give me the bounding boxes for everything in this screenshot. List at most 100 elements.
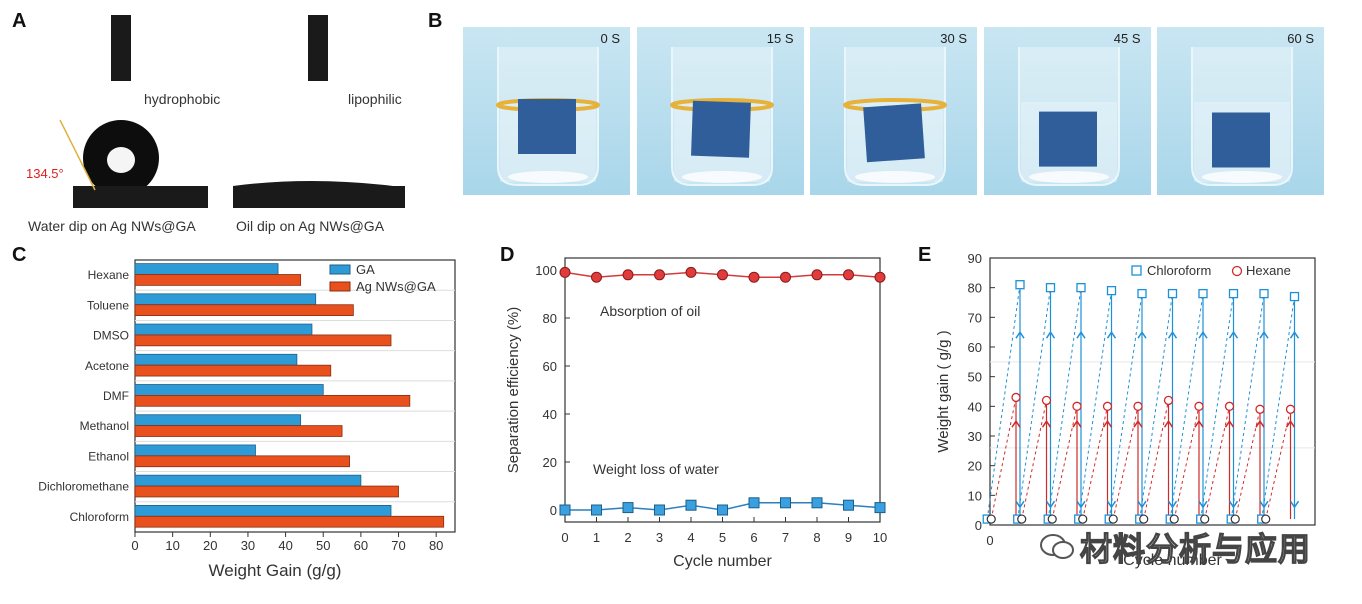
caption-oil-dip: Oil dip on Ag NWs@GA <box>236 218 385 234</box>
chloroform-rise <box>1078 290 1112 520</box>
y-tick-label: 90 <box>968 251 982 266</box>
beaker-frame: 60 S <box>1157 27 1324 195</box>
hexane-low <box>1261 514 1271 524</box>
chloroform-arrow <box>1137 330 1147 339</box>
hexane-rise <box>1082 406 1108 520</box>
x-tick-label: 60 <box>354 538 368 553</box>
x-axis-label: Weight Gain (g/g) <box>209 561 342 580</box>
beaker-drawing <box>496 47 600 186</box>
point-water <box>811 497 823 509</box>
fall-arrow <box>1045 500 1056 509</box>
label-lipophilic: lipophilic <box>348 91 402 107</box>
time-label: 60 S <box>1287 31 1314 46</box>
bar-agnws <box>134 394 411 407</box>
wechat-icon <box>1040 533 1074 561</box>
y-tick-label: 20 <box>543 455 557 470</box>
x-tick-label: 0 <box>986 533 993 548</box>
chart-d: 0 20 40 60 80 100 0 1 2 3 4 5 6 7 8 9 10 Absorption of oi… <box>505 257 887 570</box>
x-tick-label: 70 <box>391 538 405 553</box>
chloroform-peak <box>1228 288 1239 299</box>
chloroform-arrow <box>1106 330 1117 339</box>
x-tick-label: 0 <box>131 538 138 553</box>
y-tick-label: 30 <box>968 429 982 444</box>
plot-frame <box>564 257 881 523</box>
hexane-low <box>1047 514 1057 524</box>
hexane-low <box>1108 514 1118 524</box>
fall-arrow <box>1198 500 1208 509</box>
x-tick-label: 6 <box>750 530 757 545</box>
point-water <box>591 504 602 516</box>
point-oil <box>591 271 602 283</box>
x-tick-label: 30 <box>241 538 255 553</box>
bar-agnws <box>134 515 445 528</box>
hexane-low <box>1017 514 1027 524</box>
fall-arrow <box>1137 500 1147 509</box>
chart-c: Hexane Toluene DMSO Acetone DMF Methanol Ethan… <box>38 259 456 580</box>
beaker-base-glow <box>681 171 762 183</box>
y-axis-label: Weight gain ( g/g ) <box>935 330 952 452</box>
chloroform-peak <box>1259 288 1269 299</box>
chloroform-arrow <box>1289 330 1300 339</box>
hexane-low <box>1230 514 1240 524</box>
panel-d-letter: D <box>500 244 515 266</box>
bar-ga <box>134 384 324 396</box>
annotation-oil: Absorption of oil <box>600 303 700 319</box>
hexane-rise <box>1173 406 1200 520</box>
hexane-arrow <box>1072 419 1082 428</box>
bar-agnws <box>134 485 399 498</box>
watermark-text: 材料分析与应用 <box>1079 529 1312 568</box>
chloroform-arrow <box>1259 330 1269 339</box>
y-tick-label: 80 <box>968 281 982 296</box>
beaker-drawing <box>669 47 774 186</box>
point-oil <box>874 271 886 283</box>
x-tick-label: 8 <box>813 530 820 545</box>
point-oil <box>717 269 728 281</box>
hexane-arrow <box>1224 419 1235 428</box>
hexane-rise <box>1265 409 1291 520</box>
oil-film <box>233 181 393 186</box>
time-label: 0 S <box>600 31 620 46</box>
beaker-photo-strip: 0 S 15 S 30 S 45 S 60 S <box>463 27 1325 195</box>
x-tick-label: 20 <box>203 538 217 553</box>
beaker-frame: 15 S <box>636 27 804 195</box>
beaker-base-glow <box>1028 171 1109 183</box>
droplet-highlight <box>107 147 135 173</box>
fall-arrow <box>1076 500 1086 509</box>
beaker-frame: 45 S <box>983 27 1151 195</box>
y-tick-label: 0 <box>550 503 557 518</box>
chloroform-peak <box>1289 291 1300 302</box>
hexane-low <box>986 514 996 524</box>
fall-arrow <box>1015 500 1025 509</box>
label-hydrophobic: hydrophobic <box>144 91 221 107</box>
legend-swatch-agnws <box>329 281 351 292</box>
hexane-peak <box>1072 401 1082 411</box>
x-tick-label: 3 <box>656 530 663 545</box>
hexane-arrow <box>1285 419 1296 428</box>
point-water <box>685 499 697 511</box>
chloroform-rise <box>1200 293 1234 520</box>
x-tick-label: 50 <box>316 538 330 553</box>
category-label: Toluene <box>87 298 129 312</box>
x-axis-label: Cycle number <box>673 553 772 570</box>
y-axis-label: Separation efficiency (%) <box>505 307 522 473</box>
hexane-arrow <box>1011 419 1021 428</box>
chloroform-arrow <box>1198 330 1208 339</box>
needle-left <box>111 15 131 81</box>
point-water <box>559 504 571 516</box>
hexane-rise <box>1051 406 1078 520</box>
category-label: Dichloromethane <box>38 480 129 494</box>
time-label: 30 S <box>940 31 967 46</box>
legend-label-ga: GA <box>356 262 375 277</box>
category-label: DMSO <box>93 329 129 343</box>
contact-angle-line <box>59 119 96 191</box>
bar-ga <box>134 414 302 427</box>
x-tick-label: 5 <box>719 530 726 545</box>
x-tick-label: 10 <box>165 538 179 553</box>
hexane-peak <box>1285 404 1296 414</box>
bar-agnws <box>134 334 392 347</box>
point-water <box>780 497 791 509</box>
bar-agnws <box>134 455 350 468</box>
beaker-base-glow <box>508 171 588 183</box>
chloroform-rise <box>1139 293 1173 520</box>
chloroform-rise <box>1017 287 1051 520</box>
